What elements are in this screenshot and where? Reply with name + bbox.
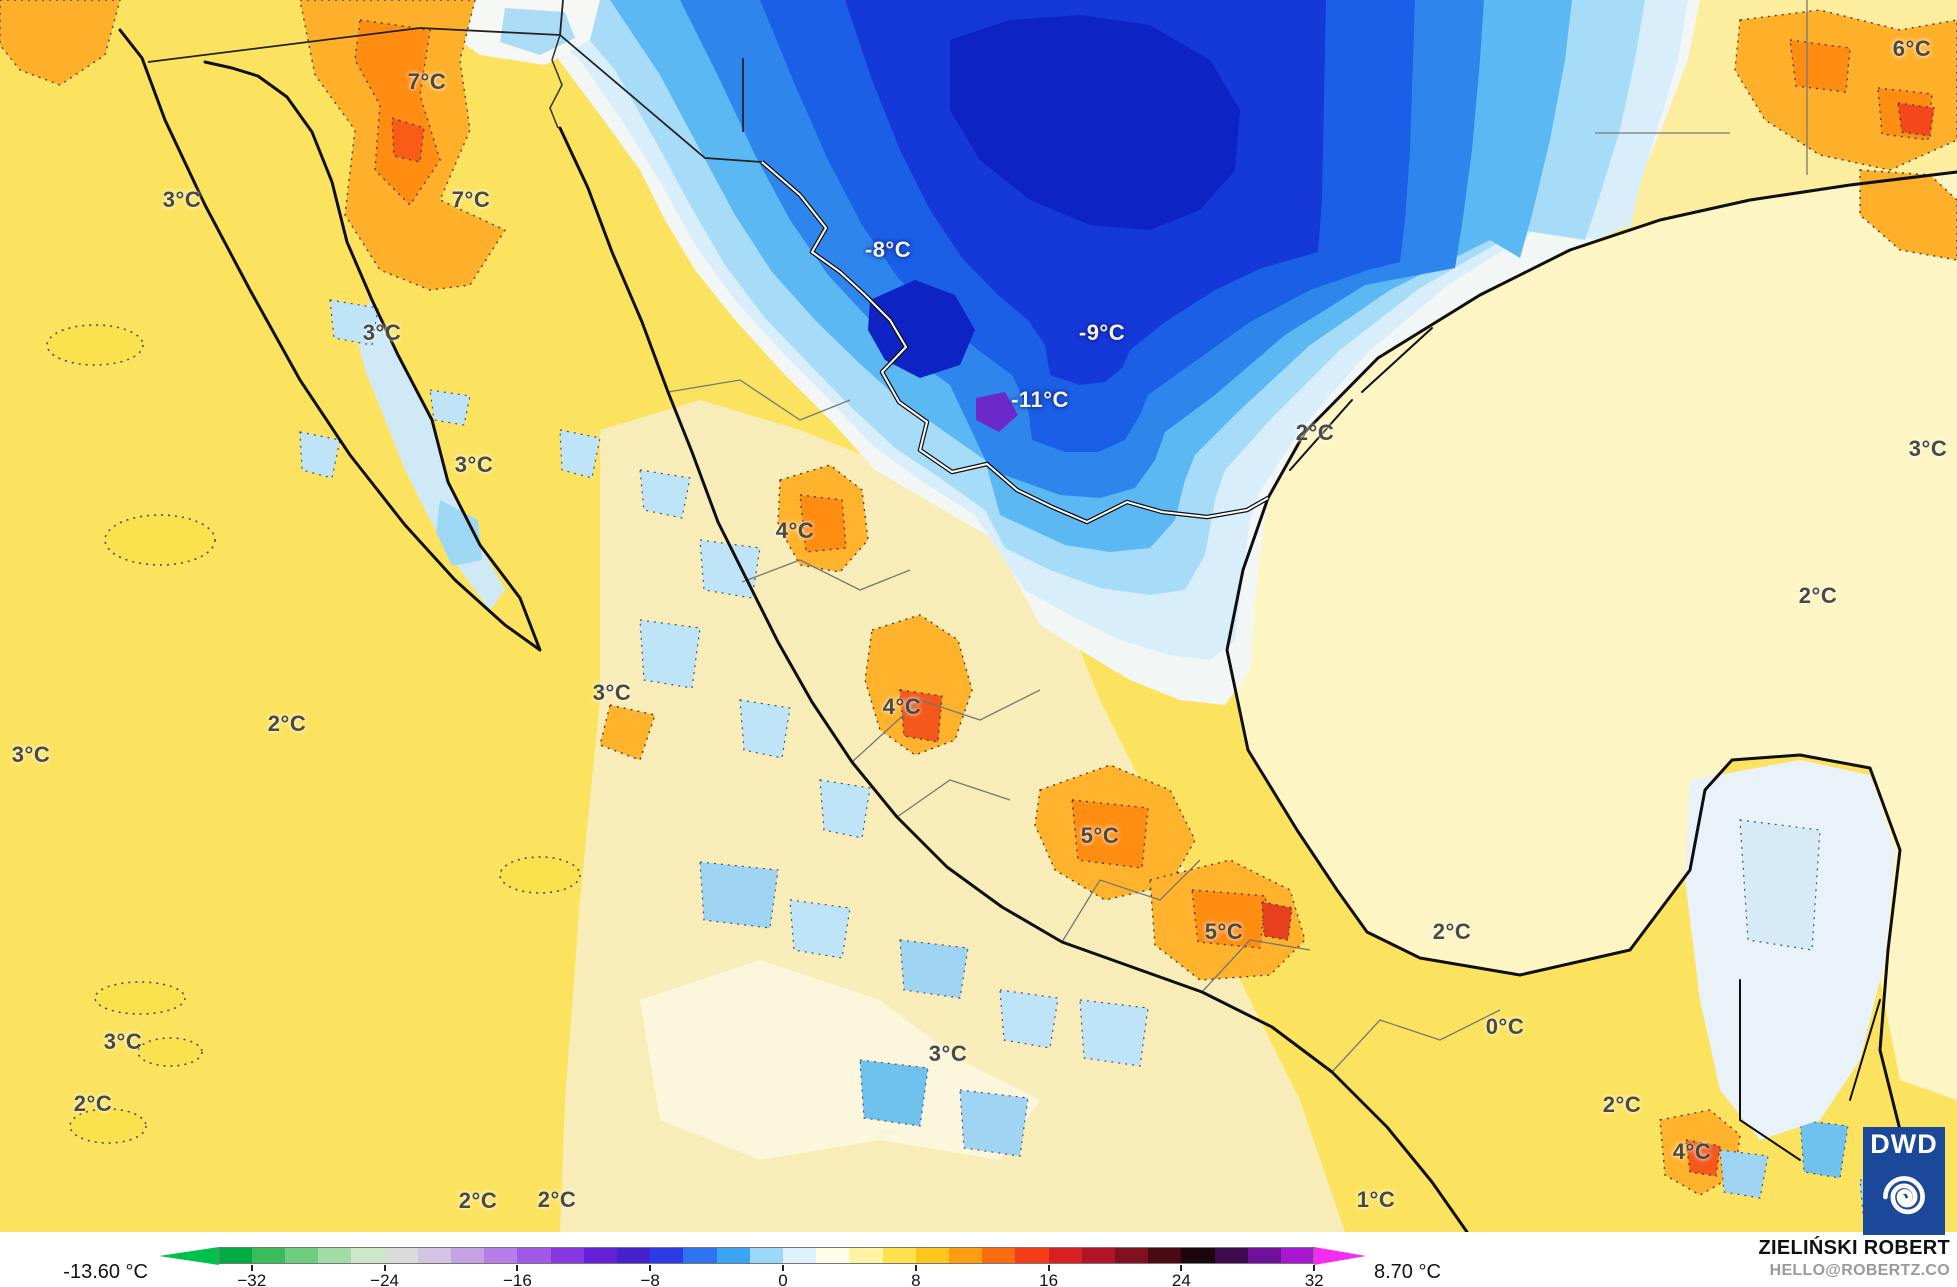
colorbar-tick-label: 32 bbox=[1304, 1271, 1324, 1287]
guatemala-belize-borders bbox=[1739, 979, 1881, 1161]
weather-map-svg bbox=[0, 0, 1957, 1232]
colorbar-segment bbox=[484, 1248, 518, 1264]
colorbar-segment bbox=[1247, 1248, 1282, 1264]
dwd-spiral-icon bbox=[1873, 1159, 1935, 1235]
colorbar-segment bbox=[451, 1248, 485, 1264]
baja-california-coast bbox=[118, 28, 542, 652]
colorbar-segment bbox=[1181, 1248, 1216, 1264]
colorbar-segment bbox=[351, 1248, 386, 1264]
coastlines bbox=[118, 28, 1957, 1232]
yucatan-speckle bbox=[1739, 819, 1821, 951]
state-boundaries bbox=[667, 0, 1808, 1073]
colorbar-segment bbox=[949, 1248, 983, 1264]
colorbar-tick bbox=[250, 1265, 253, 1271]
colorbar-segment bbox=[550, 1248, 585, 1264]
colorbar-segment bbox=[1015, 1248, 1050, 1264]
colorbar-right-arrow bbox=[1314, 1247, 1367, 1265]
colorbar-segment bbox=[783, 1248, 817, 1264]
map-canvas: 7°C 3°C 7°C -8°C -9°C -11°C 2°C 6°C 3°C 3°C 4°C 3°C… bbox=[0, 0, 1957, 1233]
colorbar-segment bbox=[683, 1248, 718, 1264]
colorbar-tick-label: −32 bbox=[237, 1271, 267, 1287]
colorado-delta-cold-spot bbox=[500, 8, 575, 55]
gulf-cool-spot bbox=[436, 500, 482, 566]
colorbar-segment bbox=[1115, 1248, 1149, 1264]
colorbar-segment bbox=[915, 1248, 950, 1264]
colorbar-segment bbox=[982, 1248, 1016, 1264]
colorbar-segment bbox=[1281, 1248, 1315, 1264]
colorbar-tick-label: 0 bbox=[778, 1271, 788, 1287]
colorbar-segment bbox=[1214, 1248, 1249, 1264]
colorbar-segment bbox=[1048, 1248, 1083, 1264]
colorbar-segment bbox=[849, 1248, 884, 1264]
colorbar-tick bbox=[1180, 1265, 1183, 1271]
colorbar-left-arrow bbox=[159, 1247, 219, 1265]
colorbar-segment bbox=[583, 1248, 618, 1264]
texas-gulf-coast bbox=[1266, 170, 1957, 500]
colorbar-tick bbox=[383, 1265, 386, 1271]
colorbar-segment bbox=[384, 1248, 419, 1264]
colorado-river bbox=[549, 34, 563, 129]
mexican-gulf-yucatan-coast bbox=[1225, 496, 1917, 1232]
scale-min-value: -13.60 °C bbox=[63, 1261, 148, 1283]
yucatan-cool-interior bbox=[1685, 760, 1895, 1140]
pacific-coast bbox=[558, 126, 1469, 1232]
colorbar-tick-label: −24 bbox=[370, 1271, 400, 1287]
cold-air-mass bbox=[480, 0, 1700, 705]
colorbar-tick-label: 24 bbox=[1171, 1271, 1191, 1287]
colorbar-footer: -13.60 °C −32 −24 −16 −8 0 8 16 24 32 8.70 °C ZI… bbox=[0, 1232, 1957, 1287]
colorbar-segment bbox=[617, 1248, 651, 1264]
colorbar-tick bbox=[1047, 1265, 1050, 1271]
colorbar-tick-label: −8 bbox=[640, 1271, 660, 1287]
colorbar-tick bbox=[782, 1265, 784, 1271]
southern-pale-belt bbox=[640, 960, 1040, 1160]
colorbar-segment bbox=[318, 1248, 352, 1264]
colorbar-segment bbox=[1081, 1248, 1116, 1264]
colorbar-segment bbox=[218, 1248, 253, 1264]
colorbar-tick bbox=[649, 1265, 652, 1271]
dwd-logo-text: DWD bbox=[1870, 1129, 1938, 1159]
dotted-yellow-patches bbox=[46, 324, 581, 1144]
colorbar-tick bbox=[1313, 1265, 1316, 1271]
rio-grande-border bbox=[760, 160, 1270, 525]
us-borders bbox=[147, 0, 763, 163]
colorbar-segment bbox=[749, 1248, 784, 1264]
colorbar-tick-label: −16 bbox=[502, 1271, 532, 1287]
colorbar-segment bbox=[716, 1248, 751, 1264]
colorbar-segment bbox=[1148, 1248, 1182, 1264]
colorbar-segment bbox=[285, 1248, 319, 1264]
cool-speckles bbox=[299, 299, 1909, 1231]
colorbar-tick-label: 8 bbox=[911, 1271, 921, 1287]
author-credit: ZIELIŃSKI ROBERT bbox=[1758, 1237, 1950, 1259]
colorbar-segment bbox=[816, 1248, 850, 1264]
scale-max-value: 8.70 °C bbox=[1374, 1261, 1441, 1283]
colorbar-tick bbox=[914, 1265, 917, 1271]
colorbar-tick bbox=[516, 1265, 519, 1271]
colorbar-segment bbox=[882, 1248, 917, 1264]
gulf-of-mexico-region bbox=[1227, 172, 1957, 975]
barrier-islands bbox=[1289, 327, 1433, 471]
coldest-spot bbox=[976, 392, 1018, 432]
dwd-logo: DWD bbox=[1863, 1127, 1945, 1235]
contact-credit: HELLO@ROBERTZ.CO bbox=[1769, 1262, 1950, 1279]
colorbar-outline bbox=[218, 1247, 1315, 1264]
colorbar-tick-label: 16 bbox=[1039, 1271, 1059, 1287]
colorbar-segment bbox=[650, 1248, 684, 1264]
warm-anomaly-patches bbox=[0, 0, 1957, 1196]
colorbar-segment bbox=[517, 1248, 552, 1264]
colorbar-segment bbox=[417, 1248, 452, 1264]
colorbar-segment bbox=[251, 1248, 286, 1264]
